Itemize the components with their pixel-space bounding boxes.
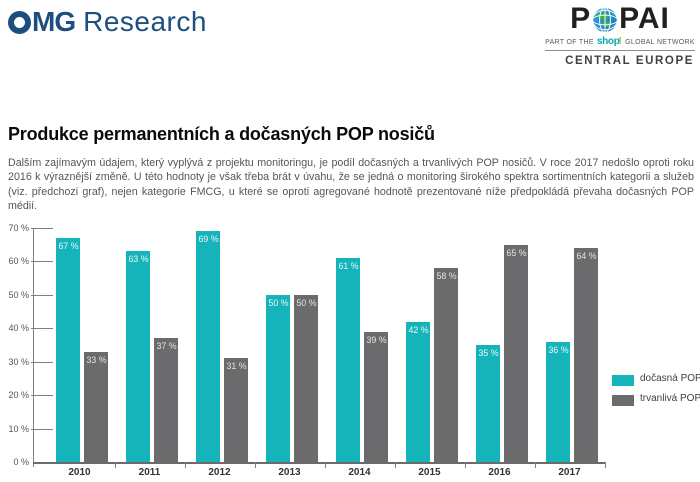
bar-value-label: 63 % xyxy=(128,254,149,264)
y-tick xyxy=(31,228,53,229)
bar-value-label: 31 % xyxy=(226,361,247,371)
legend-label: trvanlivá POP xyxy=(640,393,700,404)
omg-research-text: Research xyxy=(83,6,207,37)
article-paragraph: Dalším zajímavým údajem, který vyplývá z… xyxy=(8,157,694,213)
x-tick xyxy=(604,462,606,468)
popai-divider xyxy=(545,50,695,51)
y-tick-label: 40 % xyxy=(8,323,29,334)
pop-share-bar-chart: 0 % 10 % 20 % 30 % 40 % 50 % 60 % 70 % 2010 67 % 3… xyxy=(0,215,700,482)
bar-value-label: 39 % xyxy=(366,335,387,345)
x-tick xyxy=(184,462,186,468)
x-category-label: 2012 xyxy=(208,467,231,478)
bar-value-label: 58 % xyxy=(436,271,457,281)
bar-series2-2012 xyxy=(223,358,248,462)
bar-series1-2014 xyxy=(335,258,360,462)
popai-tagline: PART OF THE shop! GLOBAL NETWORK xyxy=(545,37,695,47)
y-tick-label: 20 % xyxy=(8,390,29,401)
x-tick xyxy=(324,462,326,468)
y-tick xyxy=(31,428,53,430)
popai-letter-p1: P xyxy=(570,2,592,35)
y-tick xyxy=(31,328,53,330)
bar-series2-2015 xyxy=(433,268,458,462)
bar-series1-2011 xyxy=(125,251,150,462)
bar-value-label: 65 % xyxy=(506,248,527,258)
y-tick-label: 50 % xyxy=(8,289,29,300)
y-tick-label: 30 % xyxy=(8,356,29,367)
bar-value-label: 61 % xyxy=(338,261,359,271)
bar-series1-2010 xyxy=(55,238,80,462)
x-category-label: 2010 xyxy=(68,467,91,478)
globe-icon xyxy=(592,7,619,33)
bar-value-label: 69 % xyxy=(198,234,219,244)
x-tick xyxy=(254,462,256,468)
bar-value-label: 64 % xyxy=(576,251,597,261)
bar-series2-2016 xyxy=(503,245,528,462)
legend-label: dočasná POP xyxy=(640,373,700,384)
bar-series1-2013 xyxy=(265,295,290,462)
bar-value-label: 42 % xyxy=(408,325,429,335)
bar-value-label: 37 % xyxy=(156,341,177,351)
bar-series2-2011 xyxy=(153,338,178,462)
bar-value-label: 50 % xyxy=(296,298,317,308)
bar-series1-2017 xyxy=(545,342,570,462)
x-category-label: 2016 xyxy=(488,467,511,478)
legend-swatch-series1 xyxy=(612,375,634,386)
y-tick-label: 70 % xyxy=(8,223,29,233)
shop-brand-bang: ! xyxy=(618,36,623,47)
bar-value-label: 50 % xyxy=(268,298,289,308)
x-tick xyxy=(464,462,466,468)
omg-logo-text: MG xyxy=(32,6,76,37)
x-tick xyxy=(394,462,396,468)
y-tick xyxy=(31,294,53,296)
y-tick-label: 0 % xyxy=(13,457,29,467)
legend-swatch-series2 xyxy=(612,395,634,406)
bar-value-label: 33 % xyxy=(86,355,107,365)
omg-o-ring-icon: O xyxy=(8,10,31,34)
y-tick-label: 60 % xyxy=(8,256,29,267)
y-axis-line xyxy=(33,228,34,467)
bar-series2-2013 xyxy=(293,295,318,462)
popai-region-label: CENTRAL EUROPE xyxy=(565,55,694,67)
y-tick xyxy=(31,361,53,363)
bar-series1-2012 xyxy=(195,231,220,462)
bar-value-label: 67 % xyxy=(58,241,79,251)
omg-research-logo: O MG Research xyxy=(8,8,207,36)
x-category-label: 2017 xyxy=(558,467,581,478)
popai-wordmark: P PAI xyxy=(545,4,695,34)
x-category-label: 2011 xyxy=(138,467,161,478)
x-tick xyxy=(114,462,116,468)
x-category-label: 2015 xyxy=(418,467,441,478)
x-category-label: 2013 xyxy=(278,467,301,478)
x-tick xyxy=(534,462,536,468)
x-axis-line xyxy=(33,462,605,464)
bar-value-label: 35 % xyxy=(478,348,499,358)
y-tick xyxy=(31,261,53,263)
popai-logo: P PAI PART xyxy=(545,4,695,67)
bar-series2-2017 xyxy=(573,248,598,462)
bar-series2-2010 xyxy=(83,352,108,462)
bar-series1-2015 xyxy=(405,322,430,462)
bar-value-label: 36 % xyxy=(548,345,569,355)
popai-letters-rest: PAI xyxy=(619,2,670,35)
y-tick xyxy=(31,395,53,397)
bar-series1-2016 xyxy=(475,345,500,462)
tagline-prefix: PART OF THE xyxy=(545,38,594,46)
x-category-label: 2014 xyxy=(348,467,371,478)
bar-series2-2014 xyxy=(363,332,388,462)
shop-brand-logo: shop! xyxy=(597,37,622,47)
shop-brand-word: shop xyxy=(596,36,620,47)
page-title: Produkce permanentních a dočasných POP n… xyxy=(8,124,435,144)
tagline-suffix: GLOBAL NETWORK xyxy=(625,38,695,46)
y-tick-label: 10 % xyxy=(8,423,29,434)
